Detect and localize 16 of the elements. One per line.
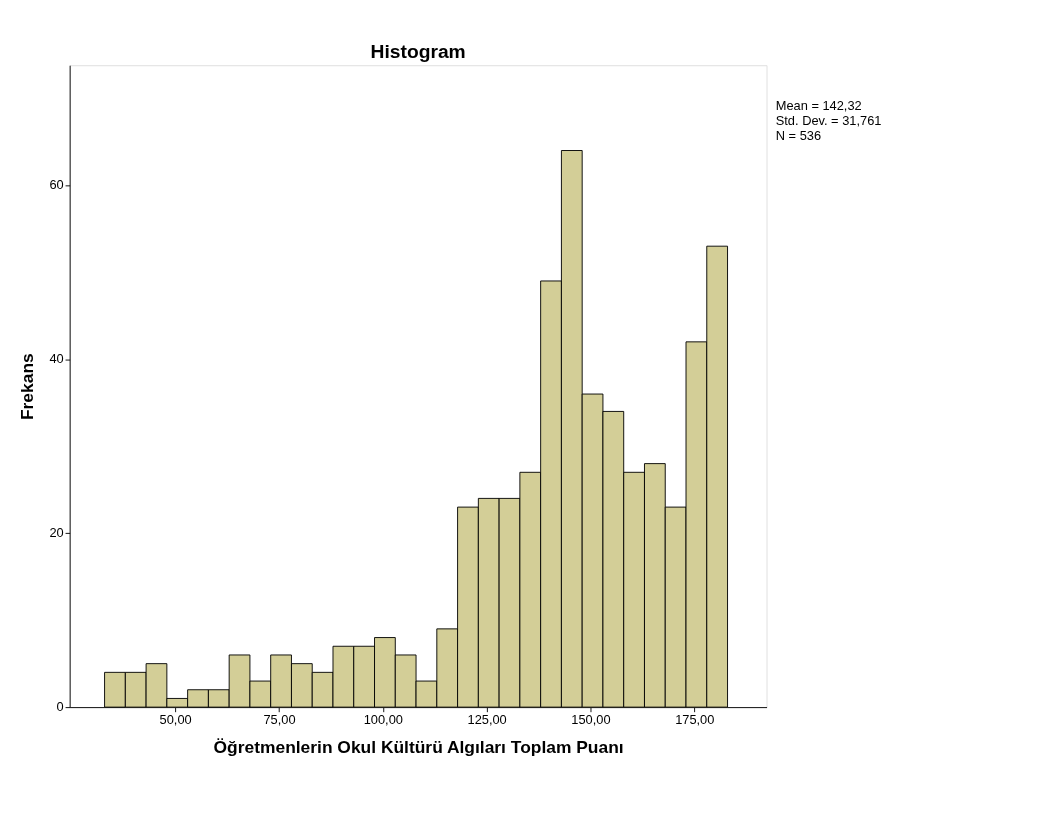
y-axis-title: Frekans [16, 353, 37, 421]
x-tick-label: 75,00 [263, 712, 296, 728]
y-tick-label: 40 [49, 351, 64, 367]
x-tick-label: 175,00 [675, 712, 715, 728]
text: N = 536 [775, 127, 822, 143]
chart-title: Histogram [370, 40, 466, 62]
y-tick-label: 0 [56, 699, 64, 715]
text: Mean = 142,32 [775, 98, 862, 114]
x-tick-label: 100,00 [363, 712, 403, 728]
x-tick-label: 125,00 [467, 712, 507, 728]
x-tick-label: 50,00 [159, 712, 192, 728]
y-tick-label: 20 [49, 525, 64, 541]
x-tick-label: 150,00 [571, 712, 611, 728]
text: Std. Dev. = 31,761 [775, 112, 882, 128]
x-axis-title: Öğretmenlerin Okul Kültürü Algıları Toplam Puanı [213, 737, 624, 758]
y-tick-label: 60 [49, 177, 64, 193]
